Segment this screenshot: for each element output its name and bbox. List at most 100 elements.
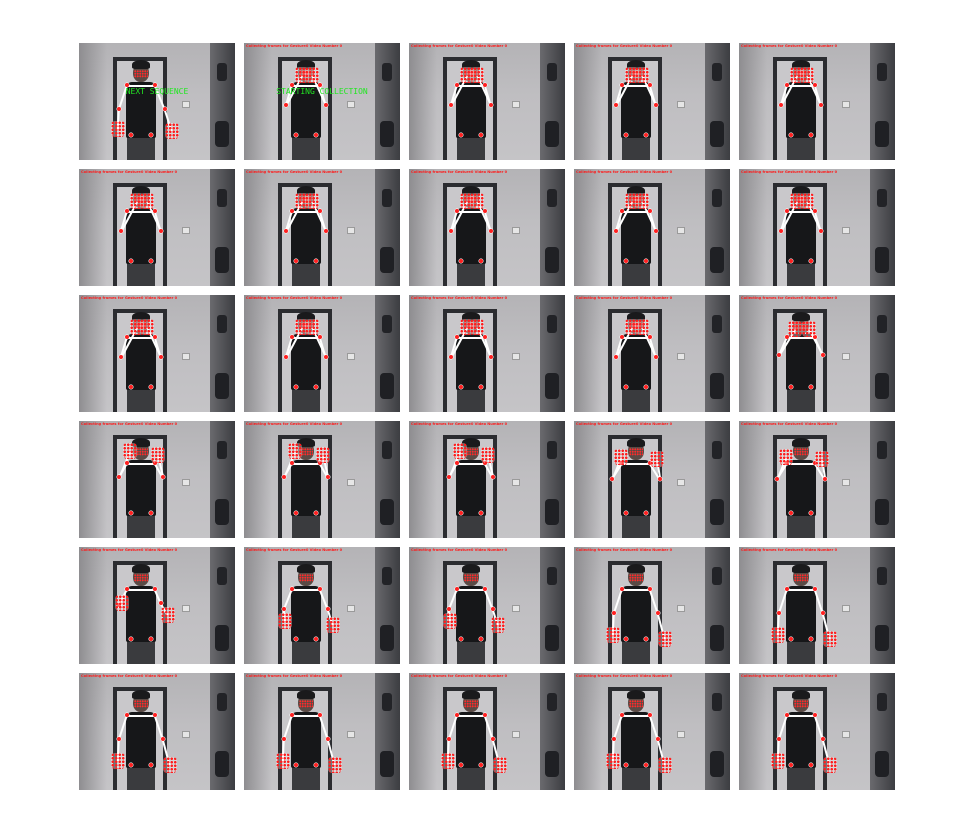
frame-caption: Collecting frames for Gesture0 Video Num…	[81, 296, 178, 300]
background-door-right	[823, 183, 827, 286]
person-legs	[457, 767, 485, 790]
person-legs	[457, 263, 485, 286]
background-door-left	[608, 561, 612, 664]
pose-keypoint	[129, 511, 133, 515]
pose-keypoint	[648, 83, 652, 87]
video-frame: Collecting frames for Gesture0 Video Num…	[79, 673, 235, 790]
person-torso	[456, 460, 486, 516]
person-hair	[132, 690, 150, 699]
pose-keypoint	[614, 103, 618, 107]
pose-keypoint	[314, 385, 318, 389]
person-legs	[622, 515, 650, 538]
skeleton-line	[292, 589, 320, 591]
background-switch	[512, 479, 520, 486]
background-wall-shadow	[244, 547, 272, 664]
right-hand-landmarks	[658, 757, 672, 773]
person-torso	[786, 460, 816, 516]
background-wall-shadow	[244, 43, 272, 160]
background-wall-shadow	[79, 295, 107, 412]
background-door-top	[113, 561, 167, 565]
pose-keypoint	[459, 259, 463, 263]
pose-keypoint	[149, 637, 153, 641]
frame-caption: Collecting frames for Gesture0 Video Num…	[246, 674, 343, 678]
background-cabinet-knob1	[547, 567, 557, 585]
skeleton-line	[127, 463, 155, 465]
background-wall-shadow	[739, 43, 767, 160]
background-cabinet-knob2	[215, 625, 229, 651]
background-door-left	[608, 435, 612, 538]
pose-keypoint	[125, 83, 129, 87]
skeleton-line	[127, 337, 155, 339]
person-hair	[132, 186, 150, 195]
pose-keypoint	[624, 385, 628, 389]
background-switch	[677, 101, 685, 108]
background-door-top	[278, 183, 332, 187]
pose-keypoint	[117, 475, 121, 479]
person-torso	[456, 208, 486, 264]
background-door-left	[278, 561, 282, 664]
background-cabinet-knob1	[217, 189, 227, 207]
pose-keypoint	[612, 611, 616, 615]
person-hair	[627, 438, 645, 447]
background-door-top	[113, 57, 167, 61]
pose-keypoint	[318, 587, 322, 591]
person-hair	[297, 438, 315, 447]
background-wall-shadow	[739, 169, 767, 286]
skeleton-line	[622, 85, 650, 87]
person-torso	[126, 82, 156, 138]
pose-keypoint	[813, 335, 817, 339]
person-hair	[627, 312, 645, 321]
pose-keypoint	[654, 355, 658, 359]
video-frame: Collecting frames for Gesture0 Video Num…	[739, 43, 895, 160]
background-door-right	[658, 183, 662, 286]
person-torso	[786, 712, 816, 768]
background-door-left	[278, 687, 282, 790]
pose-keypoint	[489, 355, 493, 359]
background-door-top	[773, 435, 827, 439]
background-cabinet-knob2	[710, 247, 724, 273]
pose-keypoint	[614, 229, 618, 233]
pose-keypoint	[153, 587, 157, 591]
pose-keypoint	[491, 607, 495, 611]
frame-caption: Collecting frames for Gesture0 Video Num…	[246, 296, 343, 300]
pose-keypoint	[314, 133, 318, 137]
background-door-left	[278, 183, 282, 286]
pose-keypoint	[610, 477, 614, 481]
background-cabinet-knob1	[217, 693, 227, 711]
person-torso	[621, 460, 651, 516]
pose-keypoint	[821, 611, 825, 615]
pose-keypoint	[624, 637, 628, 641]
person-legs	[292, 767, 320, 790]
background-switch	[347, 227, 355, 234]
background-wall-shadow	[244, 169, 272, 286]
video-frame: Collecting frames for Gesture0 Video Num…	[79, 169, 235, 286]
pose-keypoint	[129, 133, 133, 137]
pose-keypoint	[813, 209, 817, 213]
background-door-top	[278, 309, 332, 313]
pose-keypoint	[449, 103, 453, 107]
person-torso	[786, 208, 816, 264]
pose-keypoint	[324, 103, 328, 107]
pose-keypoint	[459, 763, 463, 767]
right-hand-landmarks	[165, 123, 179, 139]
frame-caption: Collecting frames for Gesture0 Video Num…	[741, 170, 838, 174]
pose-keypoint	[479, 763, 483, 767]
pose-keypoint	[483, 335, 487, 339]
pose-keypoint	[153, 461, 157, 465]
background-door-right	[163, 309, 167, 412]
person-torso	[291, 82, 321, 138]
pose-keypoint	[129, 637, 133, 641]
left-hand-landmarks	[276, 753, 290, 769]
background-cabinet-knob1	[712, 441, 722, 459]
pose-keypoint	[809, 385, 813, 389]
background-wall-shadow	[574, 43, 602, 160]
pose-keypoint	[125, 209, 129, 213]
background-cabinet-knob1	[877, 189, 887, 207]
right-hand-landmarks	[635, 319, 649, 335]
person-legs	[622, 767, 650, 790]
video-frame: Collecting frames for Gesture0 Video Num…	[244, 295, 400, 412]
background-wall-shadow	[244, 295, 272, 412]
background-door-left	[443, 309, 447, 412]
left-hand-landmarks	[788, 321, 802, 337]
background-door-right	[823, 561, 827, 664]
